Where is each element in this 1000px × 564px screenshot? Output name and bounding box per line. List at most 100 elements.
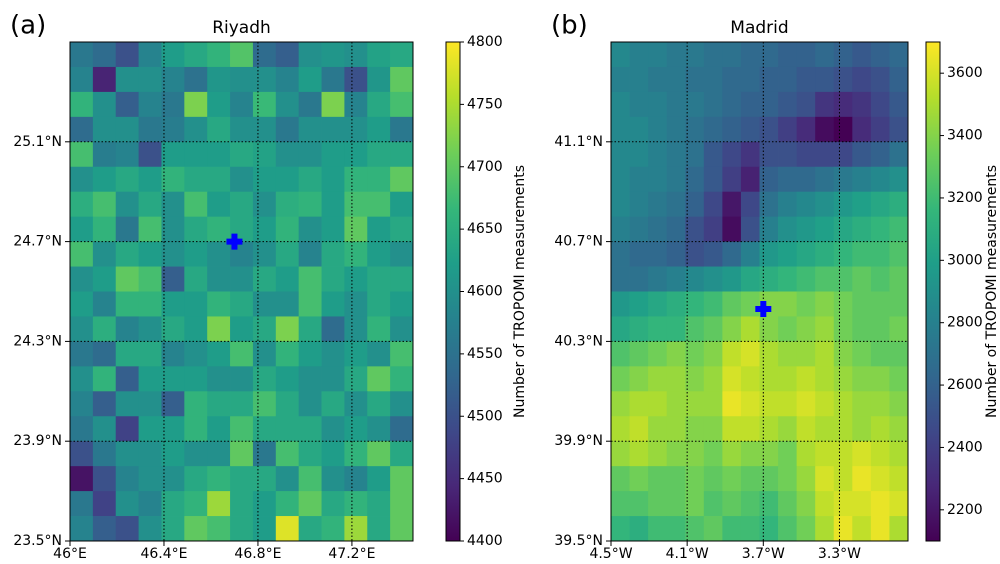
heatmap-cell	[138, 191, 162, 218]
heatmap-cell	[367, 516, 391, 542]
heatmap-cell	[92, 166, 117, 193]
colorbar-tick-label: 4600	[467, 284, 503, 300]
heatmap-cell	[759, 516, 779, 542]
heatmap-cell	[92, 366, 117, 392]
heatmap-cell	[796, 166, 816, 193]
heatmap-cell	[889, 91, 909, 118]
heatmap-cell	[815, 141, 835, 168]
heatmap-cell	[648, 341, 668, 367]
heatmap-cell	[321, 191, 345, 218]
heatmap-cell	[815, 516, 835, 542]
heatmap-cell	[778, 341, 798, 367]
heatmap-cell	[252, 166, 277, 193]
heatmap-cell	[759, 66, 779, 93]
heatmap-cell	[161, 216, 185, 242]
heatmap-cell	[778, 516, 798, 542]
heatmap-cell	[685, 191, 705, 218]
heatmap-cell	[344, 116, 368, 143]
heatmap-cell	[759, 416, 779, 442]
heatmap-cell	[759, 441, 779, 467]
heatmap-cell	[298, 116, 322, 143]
heatmap-cell	[390, 191, 414, 218]
heatmap-cell	[685, 116, 705, 143]
y-tick-label: 24.3°N	[13, 333, 62, 349]
heatmap-cell	[298, 291, 322, 317]
heatmap-cell	[796, 241, 816, 267]
heatmap-cell	[298, 366, 322, 392]
heatmap-cell	[666, 191, 686, 218]
heatmap-cell	[390, 241, 414, 267]
heatmap-cell	[70, 391, 94, 417]
heatmap-cell	[92, 141, 117, 168]
heatmap-cell	[70, 466, 94, 492]
heatmap-cell	[115, 316, 139, 342]
heatmap-cell	[852, 466, 872, 492]
heatmap-cell	[722, 42, 742, 68]
heatmap-cell	[70, 66, 94, 93]
heatmap-cell	[92, 341, 117, 367]
y-tick-label: 24.7°N	[13, 234, 62, 250]
heatmap-cell	[889, 341, 909, 367]
heatmap-cell	[740, 191, 760, 218]
heatmap-cell	[796, 42, 816, 68]
heatmap-cell	[138, 116, 162, 143]
heatmap-cell	[889, 316, 909, 342]
heatmap-cell	[852, 116, 872, 143]
heatmap-cell	[184, 341, 208, 367]
heatmap-cell	[685, 516, 705, 542]
heatmap-cell	[703, 91, 723, 118]
heatmap-cell	[611, 141, 630, 168]
heatmap-cell	[252, 191, 277, 218]
heatmap-cell	[321, 216, 345, 242]
heatmap-cell	[852, 91, 872, 118]
colorbar-tick-label: 3000	[947, 252, 983, 268]
heatmap-cell	[629, 166, 649, 193]
heatmap-cell	[796, 366, 816, 392]
heatmap-cell	[115, 141, 139, 168]
heatmap-cell	[161, 416, 185, 442]
heatmap-cell	[685, 366, 705, 392]
heatmap-cell	[344, 166, 368, 193]
heatmap-cell	[796, 191, 816, 218]
heatmap-cell	[722, 441, 742, 467]
heatmap-cell	[390, 391, 414, 417]
heatmap-cell	[230, 166, 254, 193]
heatmap-cell	[252, 216, 277, 242]
heatmap-cell	[92, 516, 117, 542]
heatmap-cell	[275, 516, 300, 542]
heatmap-cell	[390, 466, 414, 492]
heatmap-cell	[796, 316, 816, 342]
heatmap-cell	[611, 391, 630, 417]
heatmap-cell	[870, 491, 890, 517]
heatmap-cell	[815, 491, 835, 517]
heatmap-cell	[685, 416, 705, 442]
heatmap-cell	[207, 516, 231, 542]
heatmap-cell	[115, 391, 139, 417]
heatmap-cell	[252, 116, 277, 143]
heatmap-cell	[207, 341, 231, 367]
heatmap-cell	[889, 366, 909, 392]
heatmap-cell	[252, 141, 277, 168]
heatmap-cell	[759, 391, 779, 417]
heatmap-cell	[778, 66, 798, 93]
heatmap-cell	[161, 516, 185, 542]
heatmap-cell	[796, 441, 816, 467]
heatmap-cell	[367, 91, 391, 118]
heatmap-cell	[870, 266, 890, 292]
heatmap-cell	[275, 391, 300, 417]
heatmap-cell	[852, 366, 872, 392]
heatmap-cell	[367, 291, 391, 317]
heatmap-cell	[92, 191, 117, 218]
heatmap-cell	[648, 366, 668, 392]
heatmap-cell	[778, 166, 798, 193]
heatmap-cell	[252, 441, 277, 467]
colorbar-tick-label: 4800	[467, 34, 503, 50]
heatmap-cell	[740, 216, 760, 242]
heatmap-cell	[161, 316, 185, 342]
heatmap-cell	[184, 441, 208, 467]
heatmap-cell	[722, 91, 742, 118]
heatmap-cell	[722, 516, 742, 542]
heatmap-cell	[344, 241, 368, 267]
heatmap-cell	[298, 466, 322, 492]
heatmap-cell	[666, 91, 686, 118]
